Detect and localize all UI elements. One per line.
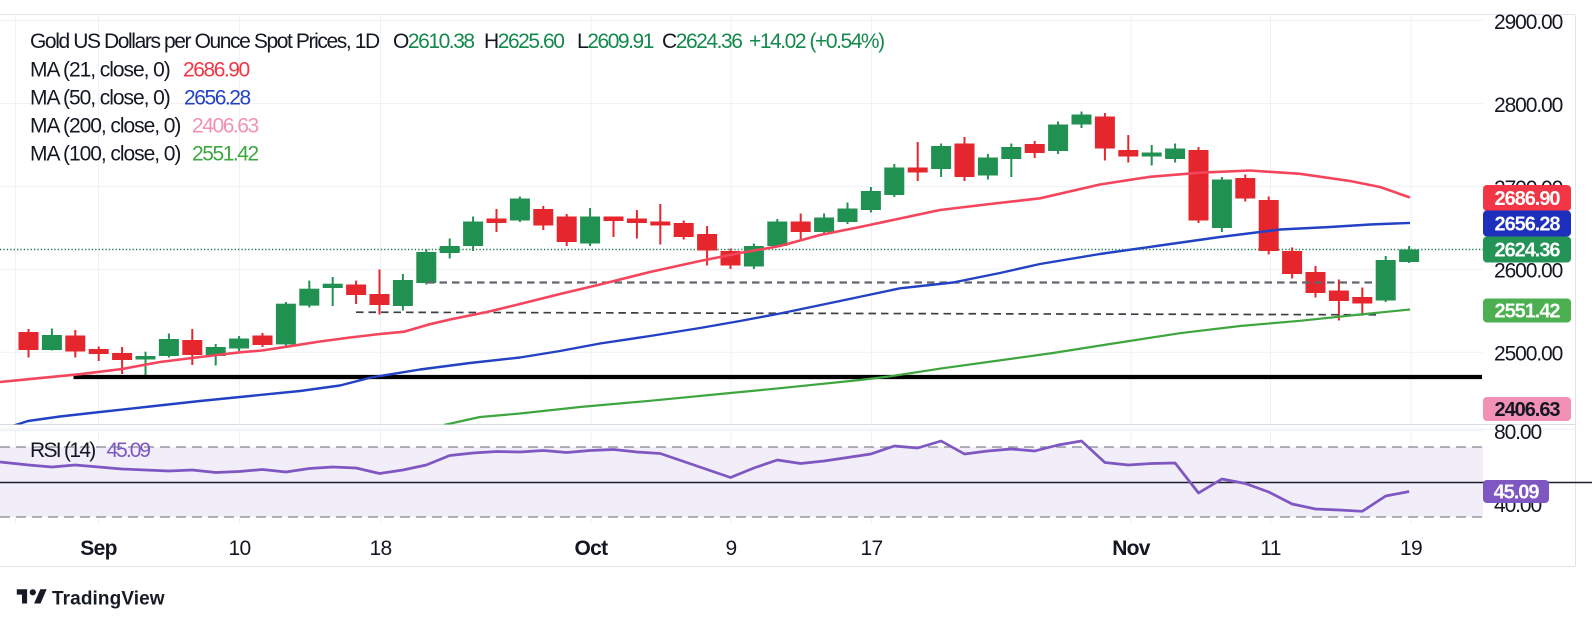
svg-text:19: 19	[1400, 537, 1422, 560]
svg-text:MA (100, close, 0)2551.42: MA (100, close, 0) 2551.42	[30, 143, 259, 166]
svg-text:RSI (14)45.09: RSI (14) 45.09	[30, 439, 150, 462]
svg-text:TradingView: TradingView	[52, 589, 165, 610]
svg-text:Nov: Nov	[1112, 537, 1151, 560]
svg-text:17: 17	[861, 537, 883, 560]
svg-text:11: 11	[1260, 537, 1280, 560]
svg-text:Sep: Sep	[80, 537, 116, 560]
svg-text:Gold US Dollars per Ounce Spot: Gold US Dollars per Ounce Spot Prices, 1…	[30, 30, 884, 53]
svg-text:2500.00: 2500.00	[1494, 343, 1563, 366]
svg-text:MA (200, close, 0)2406.63: MA (200, close, 0) 2406.63	[30, 115, 259, 138]
svg-text:2406.63: 2406.63	[1495, 399, 1561, 421]
svg-text:10: 10	[229, 537, 251, 560]
svg-text:2600.00: 2600.00	[1494, 260, 1563, 283]
svg-text:MA (21, close, 0)2686.90: MA (21, close, 0) 2686.90	[30, 59, 250, 82]
svg-text:45.09: 45.09	[1494, 482, 1540, 504]
svg-text:2656.28: 2656.28	[1495, 214, 1561, 236]
svg-text:2686.90: 2686.90	[1495, 188, 1561, 210]
svg-text:80.00: 80.00	[1494, 421, 1541, 444]
svg-text:2551.42: 2551.42	[1495, 301, 1561, 323]
svg-text:2624.36: 2624.36	[1495, 240, 1561, 262]
svg-text:MA (50, close, 0)2656.28: MA (50, close, 0) 2656.28	[30, 87, 251, 110]
svg-text:18: 18	[370, 537, 392, 560]
svg-text:2800.00: 2800.00	[1494, 94, 1563, 117]
svg-text:9: 9	[726, 537, 737, 560]
svg-text:Oct: Oct	[575, 537, 609, 560]
svg-text:2900.00: 2900.00	[1494, 11, 1563, 34]
